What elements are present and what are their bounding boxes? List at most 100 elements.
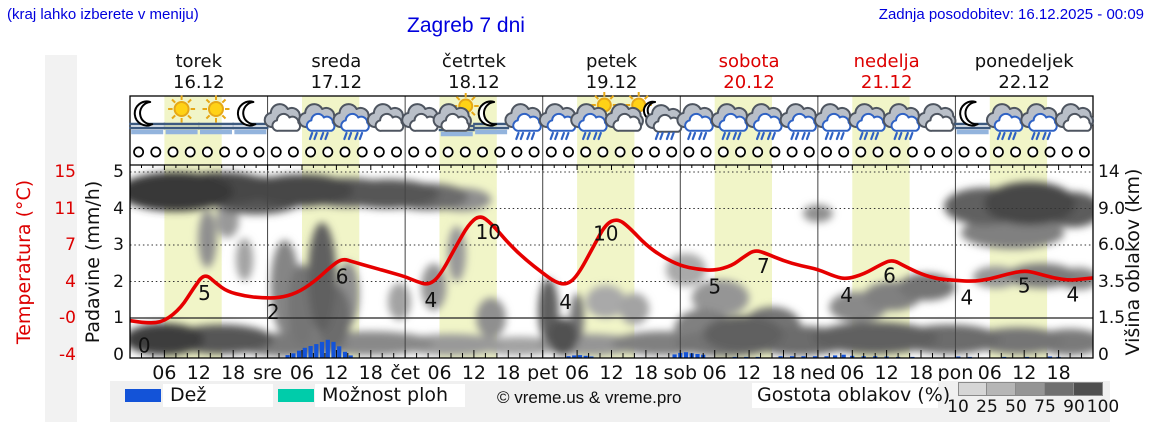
density-gradient-segment bbox=[1074, 382, 1103, 396]
cloud-density-legend-label: Gostota oblakov (%) bbox=[757, 384, 951, 406]
svg-text:10: 10 bbox=[593, 222, 618, 246]
hour-label: 06 bbox=[427, 362, 452, 384]
moon-phase-circle bbox=[1078, 146, 1090, 158]
precip-axis-value: 2 bbox=[113, 271, 124, 292]
weather-icon-moon-fog bbox=[232, 100, 269, 135]
weather-icon-rain bbox=[985, 103, 1026, 141]
weather-icon-sun-cloud bbox=[604, 92, 652, 132]
hour-label: 06 bbox=[977, 362, 1002, 384]
cloud-axis-value: 1.5 bbox=[1098, 308, 1126, 328]
temp-axis-value: 4 bbox=[65, 271, 76, 292]
location-menu-hint: (kraj lahko izberete v meniju) bbox=[7, 6, 199, 23]
svg-text:4: 4 bbox=[1067, 282, 1080, 306]
hour-label: 18 bbox=[496, 362, 521, 384]
weather-icon-moon-fog bbox=[473, 100, 510, 135]
day-date: 18.12 bbox=[448, 72, 500, 93]
svg-text:2: 2 bbox=[267, 300, 280, 324]
moon-phase-circle bbox=[941, 146, 953, 158]
moon-phase-circle bbox=[924, 146, 936, 158]
day-abbr-label: ned bbox=[799, 362, 836, 384]
moon-phase-circle bbox=[992, 146, 1004, 158]
hour-label: 12 bbox=[874, 362, 899, 384]
day-name: torek bbox=[175, 51, 223, 72]
rain-label-box bbox=[163, 384, 273, 407]
moon-phase-circle bbox=[958, 146, 970, 158]
moon-phase-circle bbox=[477, 146, 488, 158]
moon-phase-circle bbox=[442, 146, 454, 158]
weather-icon-cloud bbox=[366, 103, 407, 132]
day-header-petek: petek 19.12 bbox=[586, 51, 638, 93]
moon-phase-circle bbox=[1027, 146, 1039, 158]
day-name: sreda bbox=[311, 51, 362, 72]
copyright-text: © vreme.us & vreme.pro bbox=[497, 388, 682, 407]
moon-phase-circle bbox=[838, 146, 850, 158]
page-title: Zagreb 7 dni bbox=[407, 14, 525, 37]
hour-label: 06 bbox=[702, 362, 727, 384]
moon-phase-circle bbox=[752, 146, 764, 158]
cloud-axis-value: 14 bbox=[1098, 162, 1120, 182]
moon-phase-circle bbox=[236, 146, 248, 158]
temp-axis-value: 15 bbox=[54, 162, 76, 182]
hour-label: 12 bbox=[599, 362, 624, 384]
legend-band bbox=[110, 381, 1110, 422]
density-gradient-segment bbox=[958, 382, 987, 396]
temperature-point-labels: 0 5 2 6 4 10 4 10 5 7 4 6 4 5 4 bbox=[138, 220, 1079, 358]
day-abbr-label: pon bbox=[937, 362, 974, 384]
day-header-sobota: sobota 20.12 bbox=[719, 51, 780, 93]
moon-phase-circle bbox=[735, 146, 746, 158]
weather-icon-rain bbox=[332, 103, 372, 141]
moon-phase-circle bbox=[150, 146, 162, 158]
moon-phase-circle bbox=[717, 146, 729, 158]
weather-icon-moon-fog bbox=[129, 100, 166, 135]
cloud-axis-value: 3.5 bbox=[1098, 271, 1126, 292]
moon-phase-circle bbox=[1044, 146, 1056, 158]
day-abbr-label: sre bbox=[253, 362, 283, 384]
svg-text:10: 10 bbox=[476, 220, 501, 244]
day-header-torek: torek 16.12 bbox=[173, 51, 225, 93]
svg-text:6: 6 bbox=[336, 264, 349, 288]
density-tick-label: 75 bbox=[1034, 397, 1056, 417]
hour-label: 18 bbox=[221, 362, 246, 384]
moon-phase-circle bbox=[322, 146, 334, 158]
moon-phase-circle bbox=[339, 146, 351, 158]
moon-phase-circle bbox=[906, 146, 918, 158]
moon-phase-circle bbox=[511, 146, 523, 158]
moon-phase-circle bbox=[769, 146, 781, 158]
day-abbr-label: sob bbox=[663, 362, 698, 384]
moon-phase-circle bbox=[597, 146, 609, 158]
moon-phase-circle bbox=[786, 146, 798, 158]
precip-axis-value: 5 bbox=[113, 162, 124, 182]
moon-phase-circle bbox=[1010, 146, 1022, 158]
moon-phase-circle bbox=[201, 146, 213, 158]
hour-label: 06 bbox=[152, 362, 177, 384]
day-date: 22.12 bbox=[998, 72, 1050, 93]
svg-text:4: 4 bbox=[559, 290, 572, 314]
svg-text:6: 6 bbox=[883, 264, 896, 288]
temp-axis-value: -0 bbox=[59, 308, 76, 328]
weather-icon-rain bbox=[710, 103, 751, 141]
moon-phase-circle bbox=[167, 146, 179, 158]
moon-phase-circle bbox=[666, 146, 678, 158]
density-gradient-segment bbox=[1045, 382, 1074, 396]
hour-label: 18 bbox=[633, 362, 658, 384]
day-date: 20.12 bbox=[723, 72, 775, 93]
day-date: 19.12 bbox=[585, 72, 638, 93]
moon-phase-circle bbox=[631, 146, 643, 158]
day-header-sreda: sreda 17.12 bbox=[311, 51, 363, 93]
weather-icon-cloud bbox=[917, 103, 957, 132]
weather-icon-sun-cloud-fog bbox=[432, 93, 479, 137]
weather-icon-rain bbox=[745, 103, 785, 141]
weather-icon-rain bbox=[814, 103, 854, 141]
day-abbr-label: pet bbox=[527, 362, 559, 384]
hour-label: 12 bbox=[736, 362, 762, 384]
density-tick-label: 100 bbox=[1086, 397, 1120, 417]
hour-label: 06 bbox=[289, 362, 315, 384]
moon-phase-circle bbox=[356, 146, 368, 158]
density-gradient-segment bbox=[1016, 382, 1045, 396]
moon-phase-circle bbox=[528, 146, 540, 158]
day-name: četrtek bbox=[441, 51, 506, 72]
moon-phase-circle bbox=[305, 146, 317, 158]
temperature-axis-title: Temperatura (°C) bbox=[13, 179, 35, 345]
moon-phase-row bbox=[133, 146, 1090, 158]
cloud-axis-value: 0 bbox=[1098, 345, 1109, 365]
